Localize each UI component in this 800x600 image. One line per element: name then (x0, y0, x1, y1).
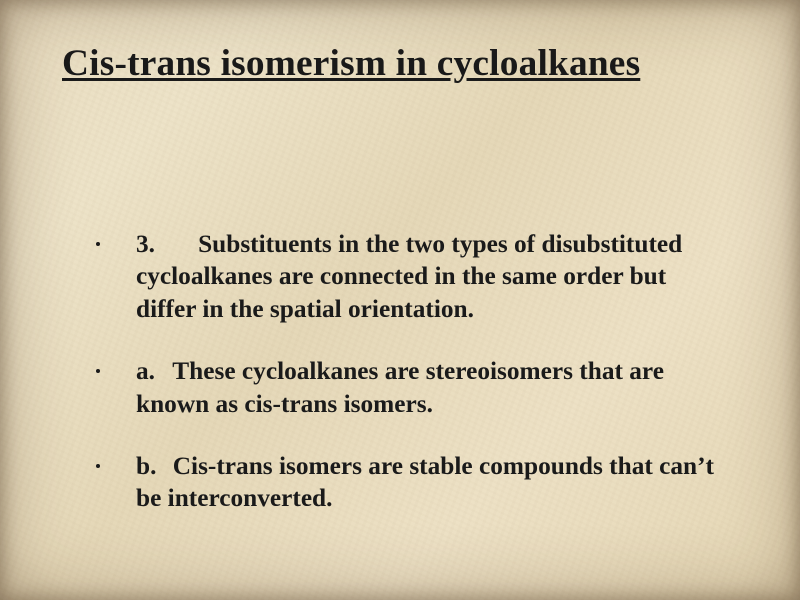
bullet-number: 3. (136, 228, 192, 260)
bullet-item: a. These cycloalkanes are stereoisomers … (96, 355, 730, 420)
slide: Cis-trans isomerism in cycloalkanes 3. S… (0, 0, 800, 600)
bullet-dot-icon (96, 242, 100, 246)
bullet-item: 3. Substituents in the two types of disu… (96, 228, 730, 325)
bullet-text: Cis-trans isomers are stable compounds t… (136, 452, 714, 512)
bullet-list: 3. Substituents in the two types of disu… (96, 228, 730, 515)
bullet-text: These cycloalkanes are stereoisomers tha… (136, 357, 664, 417)
bullet-letter: b. (136, 450, 166, 482)
bullet-dot-icon (96, 464, 100, 468)
bullet-dot-icon (96, 369, 100, 373)
bullet-letter: a. (136, 355, 166, 387)
bullet-item: b. Cis-trans isomers are stable compound… (96, 450, 730, 515)
bullet-text: Substituents in the two types of disubst… (136, 230, 682, 323)
slide-title: Cis-trans isomerism in cycloalkanes (62, 42, 640, 85)
